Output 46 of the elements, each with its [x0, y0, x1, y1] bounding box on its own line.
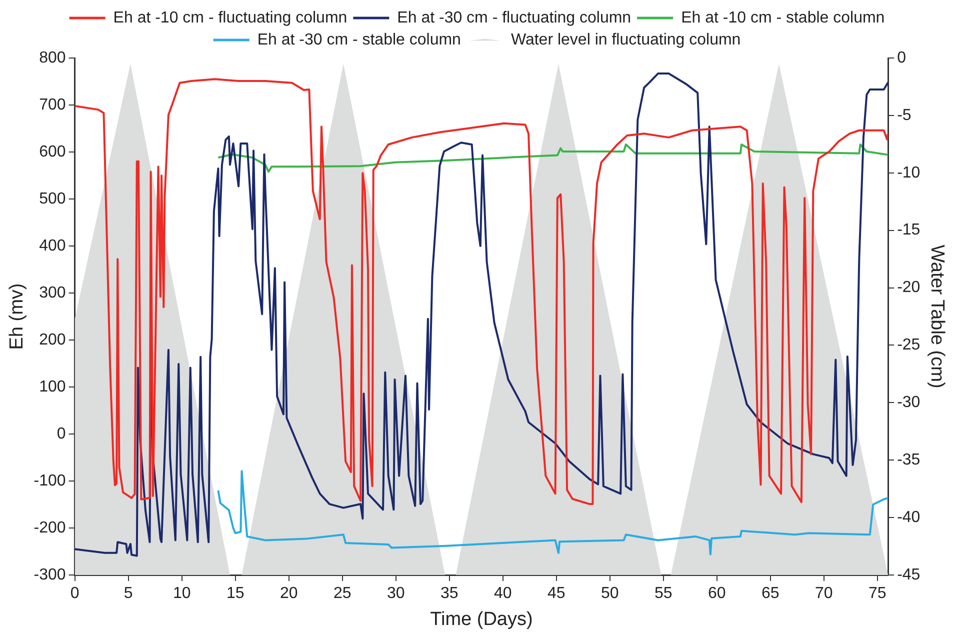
x-tick-label: 55	[654, 585, 672, 602]
legend-label: Eh at -10 cm - stable column	[681, 9, 885, 26]
x-tick-label: 75	[868, 585, 886, 602]
x-tick-label: 0	[70, 585, 80, 602]
x-tick-label: 70	[814, 585, 833, 602]
x-tick-label: 30	[386, 585, 405, 602]
y-tick-label: 700	[39, 96, 66, 114]
y-axis-title: Eh (mv)	[6, 283, 28, 350]
x-tick-label: 25	[333, 585, 352, 602]
y2-tick-label: -35	[897, 452, 920, 469]
y2-tick-label: -40	[897, 508, 920, 526]
y2-axis-title: Water Table (cm)	[926, 244, 948, 388]
y2-tick-label: -20	[897, 279, 920, 296]
legend-label: Water level in fluctuating column	[510, 31, 741, 48]
x-tick-label: 20	[280, 585, 298, 602]
y2-tick-label: -30	[897, 394, 920, 412]
legend-label: Eh at -30 cm - fluctuating column	[397, 9, 632, 26]
y-tick-label: -100	[34, 472, 66, 490]
y2-tick-label: -5	[897, 106, 912, 124]
y2-tick-label: -10	[897, 164, 920, 182]
x-tick-label: 35	[440, 585, 458, 602]
y-tick-label: 300	[39, 284, 66, 302]
y2-tick-label: -45	[897, 566, 920, 584]
y-tick-label: -300	[34, 566, 66, 584]
y-tick-label: 600	[39, 143, 66, 160]
y-tick-label: 0	[56, 425, 66, 442]
x-axis-title: Time (Days)	[430, 608, 533, 630]
y-tick-label: -200	[34, 519, 66, 536]
y2-tick-label: -25	[897, 336, 920, 354]
x-tick-label: 10	[172, 585, 191, 602]
y-tick-label: 200	[39, 331, 66, 348]
x-tick-label: 15	[226, 585, 244, 602]
y2-tick-label: -15	[897, 222, 920, 239]
y-tick-label: 500	[39, 190, 66, 208]
y2-tick-label: 0	[897, 49, 906, 66]
x-tick-label: 5	[124, 585, 133, 602]
legend-label: Eh at -30 cm - stable column	[257, 31, 461, 48]
x-tick-label: 40	[494, 585, 512, 602]
x-tick-label: 45	[547, 585, 566, 602]
y-tick-label: 400	[39, 237, 66, 254]
x-tick-label: 60	[708, 585, 726, 602]
y-tick-label: 800	[39, 49, 66, 66]
x-tick-label: 65	[761, 585, 780, 602]
y-tick-label: 100	[39, 378, 66, 396]
x-tick-label: 50	[600, 585, 619, 602]
legend-label: Eh at -10 cm - fluctuating column	[113, 9, 348, 26]
